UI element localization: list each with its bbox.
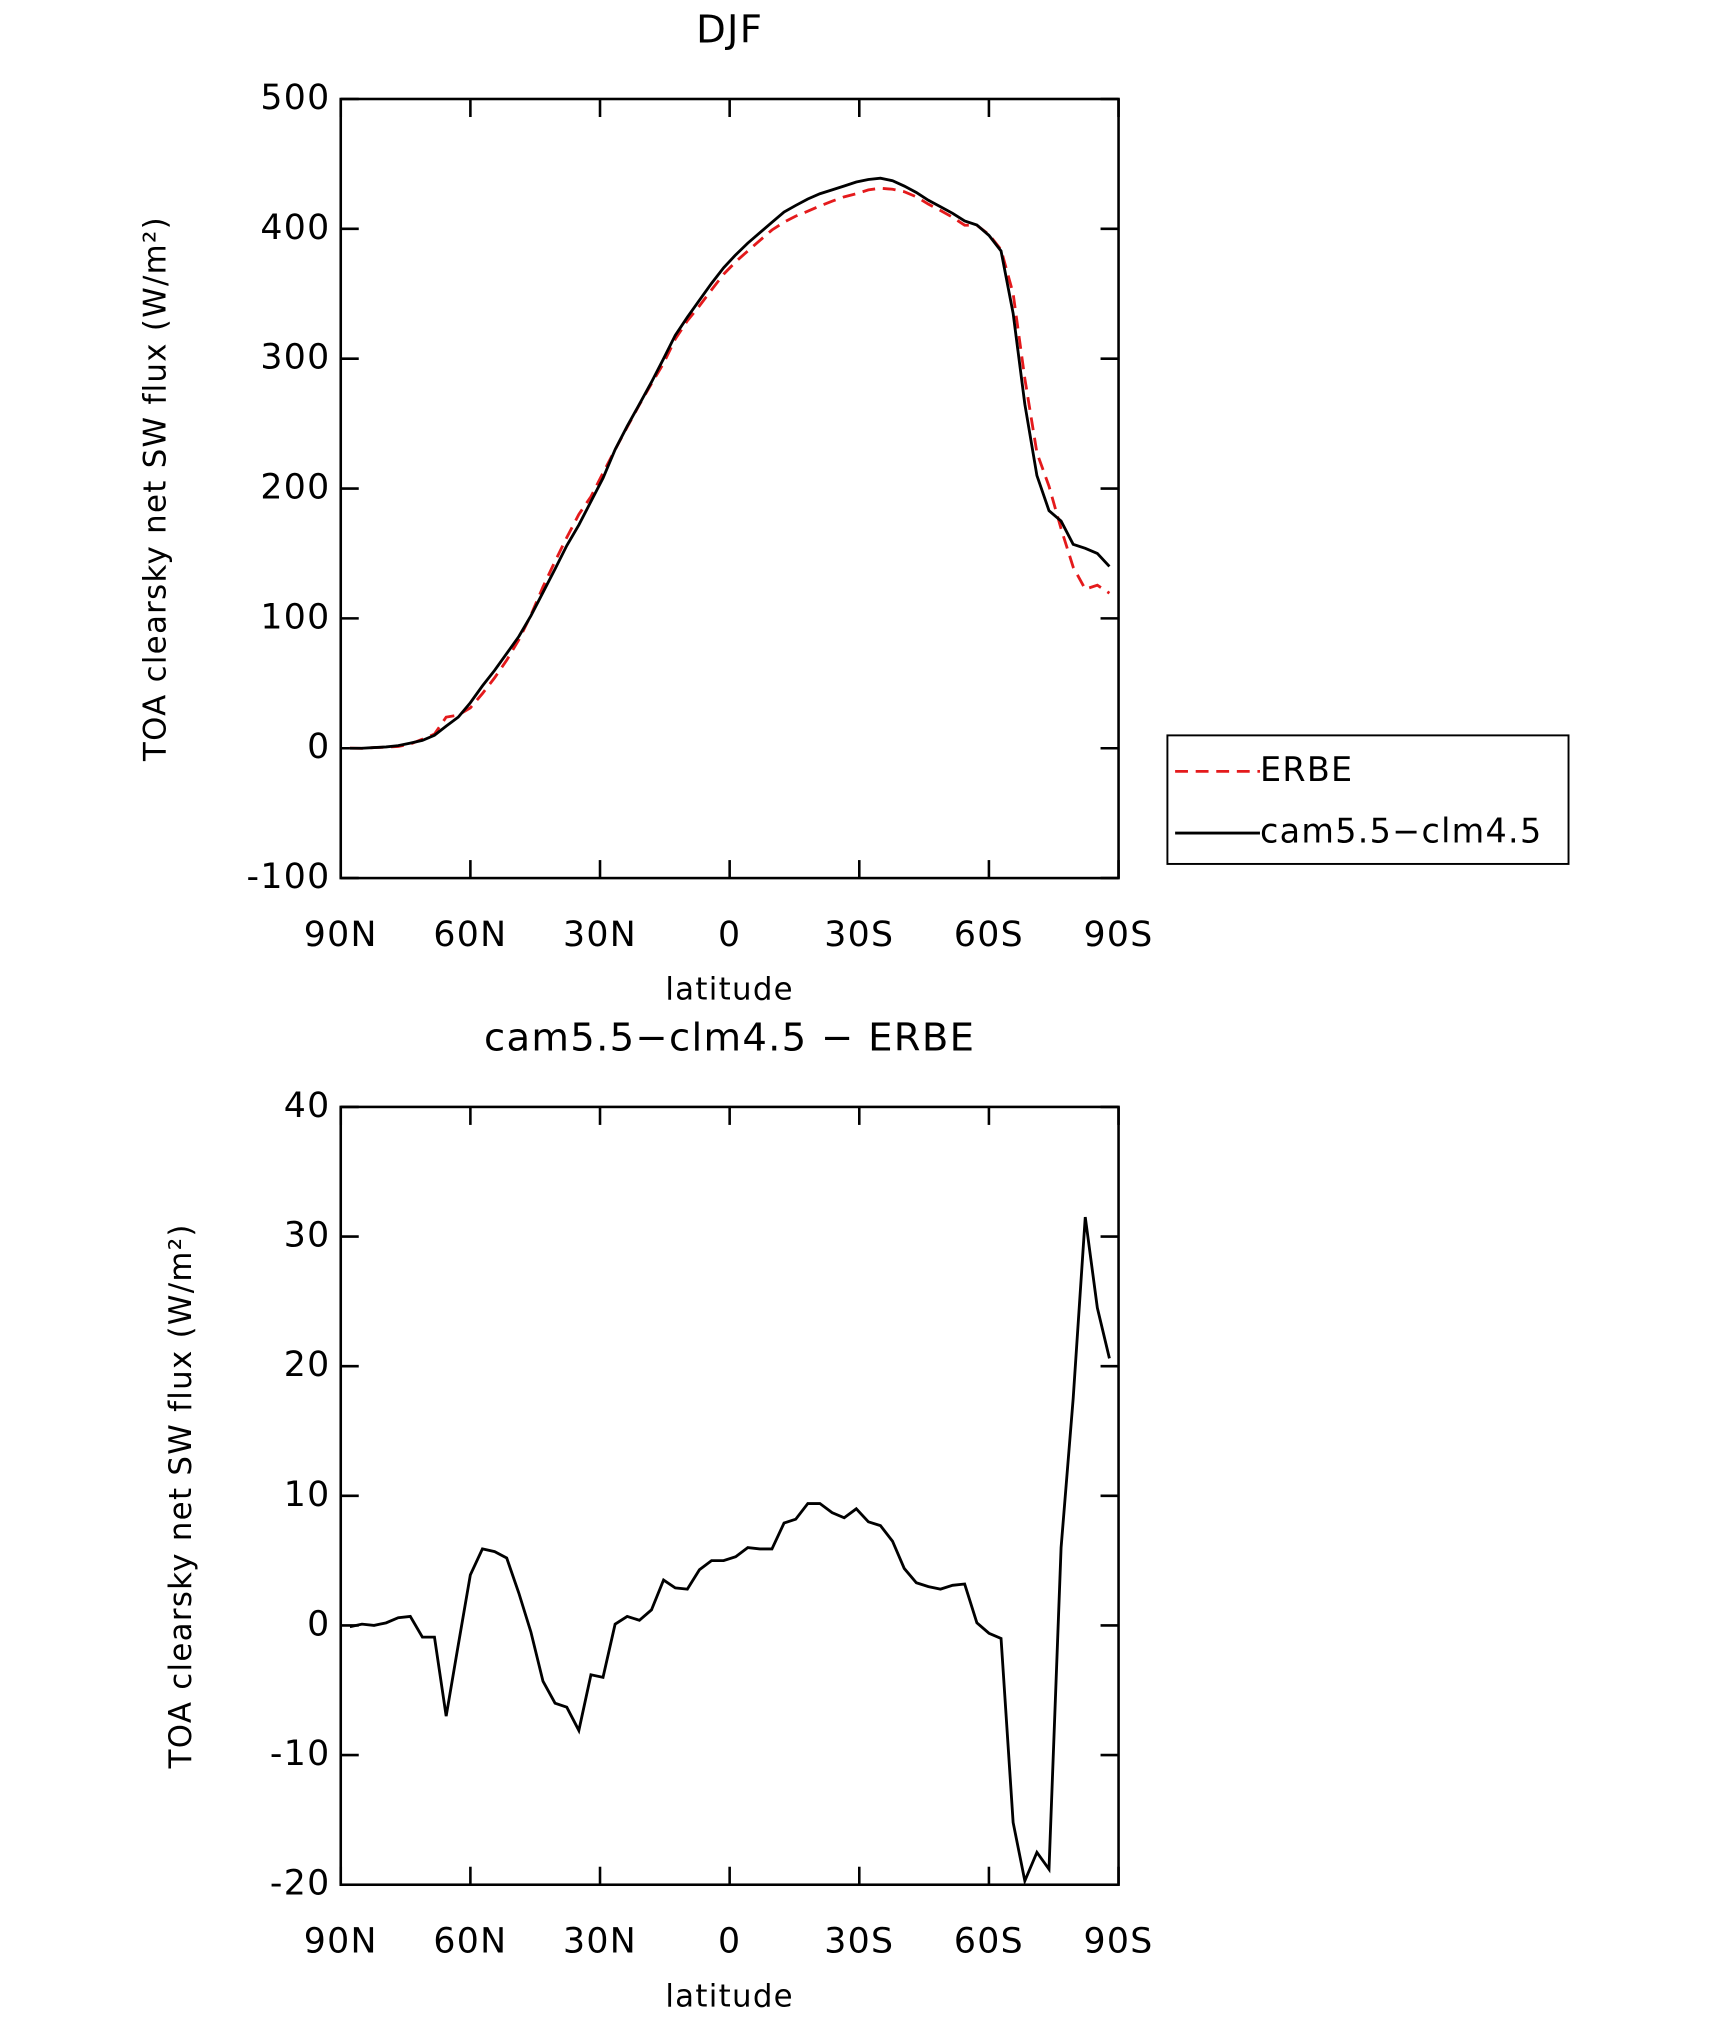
data-line bbox=[349, 186, 1111, 750]
y-tick-label: -20 bbox=[270, 1864, 331, 1904]
x-tick-label: 90S bbox=[1084, 915, 1154, 955]
x-tick-label: 90N bbox=[304, 1922, 378, 1962]
x-tick-label: 90S bbox=[1084, 1922, 1154, 1962]
plot-frame bbox=[339, 1105, 1120, 1887]
y-tick-label: 0 bbox=[307, 1604, 330, 1644]
chart-title: DJF bbox=[696, 8, 763, 53]
y-tick-label: 20 bbox=[284, 1345, 331, 1385]
y-tick-label: 40 bbox=[284, 1086, 331, 1126]
legend-label: ERBE bbox=[1260, 750, 1354, 789]
legend-box bbox=[1166, 734, 1570, 865]
x-tick-label: 30S bbox=[824, 1922, 894, 1962]
x-axis-label: latitude bbox=[665, 972, 794, 1008]
data-line bbox=[349, 1216, 1111, 1886]
x-tick-label: 60N bbox=[433, 915, 507, 955]
y-axis-label: TOA clearsky net SW flux (W/m²) bbox=[137, 216, 173, 762]
y-tick-label: 200 bbox=[260, 468, 330, 508]
x-tick-label: 60S bbox=[954, 1922, 1024, 1962]
y-tick-label: -10 bbox=[270, 1734, 331, 1774]
data-line bbox=[349, 176, 1111, 750]
y-tick-label: 500 bbox=[260, 78, 330, 118]
x-axis-label: latitude bbox=[665, 1978, 794, 2014]
x-tick-label: 30N bbox=[563, 1922, 637, 1962]
chart-title: cam5.5−clm4.5 − ERBE bbox=[484, 1016, 975, 1061]
y-tick-label: -100 bbox=[247, 857, 331, 897]
x-tick-label: 60N bbox=[433, 1922, 507, 1962]
x-tick-label: 30N bbox=[563, 915, 637, 955]
y-tick-label: 0 bbox=[307, 727, 330, 767]
y-axis-label: TOA clearsky net SW flux (W/m²) bbox=[163, 1223, 199, 1769]
legend-label: cam5.5−clm4.5 bbox=[1260, 812, 1543, 851]
y-tick-label: 100 bbox=[260, 597, 330, 637]
x-tick-label: 60S bbox=[954, 915, 1024, 955]
y-tick-label: 30 bbox=[284, 1216, 331, 1256]
x-tick-label: 90N bbox=[304, 915, 378, 955]
y-tick-label: 400 bbox=[260, 208, 330, 248]
x-tick-label: 30S bbox=[824, 915, 894, 955]
y-tick-label: 10 bbox=[284, 1475, 331, 1515]
plot-frame bbox=[339, 97, 1120, 880]
x-tick-label: 0 bbox=[718, 915, 741, 955]
x-tick-label: 0 bbox=[718, 1922, 741, 1962]
y-tick-label: 300 bbox=[260, 338, 330, 378]
